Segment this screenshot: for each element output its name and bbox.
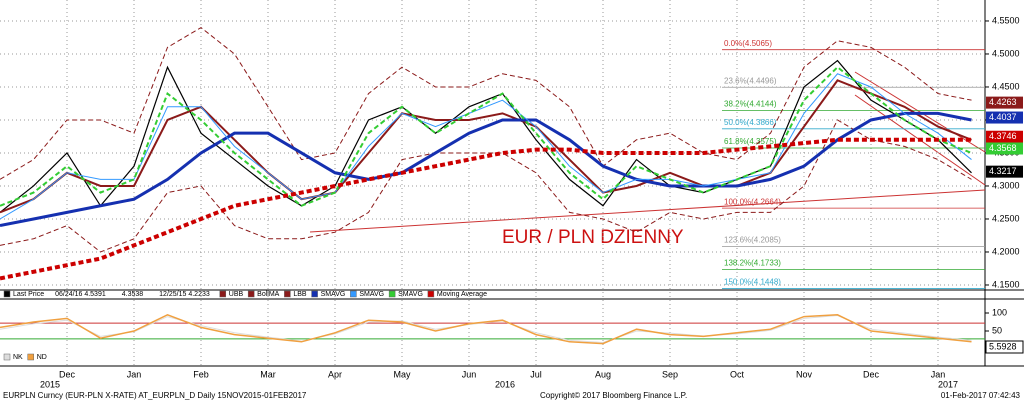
value-tag-label: 5.5928	[989, 341, 1017, 351]
legend-swatch	[247, 290, 255, 298]
year-label: 2017	[938, 379, 958, 389]
legend-label: ND	[37, 354, 47, 361]
fib-label: 23.6%(4.4496)	[724, 76, 777, 85]
series-line	[0, 313, 972, 345]
legend-label: SMAVG	[321, 291, 346, 298]
legend-swatch	[3, 353, 11, 361]
legend-label: BollMA	[257, 291, 280, 298]
x-tick-label: Apr	[328, 369, 342, 379]
value-tag	[985, 340, 1024, 354]
price-tag	[986, 96, 1023, 109]
price-tag-label: 4.3568	[989, 143, 1017, 153]
x-tick-label: Nov	[796, 369, 813, 379]
price-tag	[986, 142, 1023, 155]
footer-right: 01-Feb-2017 07:42:43	[941, 391, 1021, 400]
x-tick-label: Feb	[193, 369, 209, 379]
x-tick-label: Dec	[59, 369, 76, 379]
y-tick-label: 4.5500	[992, 15, 1020, 25]
series-line	[0, 137, 972, 281]
footer-left: EURPLN Curncy (EUR-PLN X-RATE) AT_EURPLN…	[3, 391, 307, 400]
x-tick-label: Jul	[530, 369, 542, 379]
y-tick-label: 4.2000	[992, 246, 1020, 256]
trend-line	[309, 189, 986, 233]
fib-label: 138.2%(4.1733)	[724, 259, 781, 268]
legend-label: Last Price	[13, 291, 44, 298]
y-tick-label: 4.1500	[992, 279, 1020, 289]
legend-stat: 06/24/16 4.5391	[55, 291, 106, 298]
price-tag	[986, 165, 1023, 178]
legend-stat: 12/25/15 4.2233	[159, 291, 210, 298]
x-tick-label: Jan	[931, 369, 946, 379]
legend-swatch	[350, 290, 357, 298]
price-tag-label: 4.3217	[989, 166, 1017, 176]
legend-swatch	[388, 290, 396, 298]
x-tick-label: Mar	[260, 369, 276, 379]
legend-swatch	[284, 290, 291, 298]
year-label: 2015	[40, 379, 60, 389]
y-tick-label: 4.5000	[992, 48, 1020, 58]
series-line	[0, 26, 972, 180]
legend-swatch	[427, 290, 435, 298]
y-tick-label: 4.4500	[992, 81, 1020, 91]
y-tick-label: 50	[992, 325, 1002, 335]
fib-label: 100.0%(4.2664)	[724, 197, 781, 206]
x-tick-label: Jun	[462, 369, 477, 379]
legend-label: Moving Average	[437, 291, 487, 298]
price-tag-label: 4.4037	[989, 112, 1017, 122]
legend-swatch	[27, 353, 34, 361]
series-line	[0, 73, 972, 220]
x-tick-label: Oct	[730, 369, 745, 379]
legend-swatch	[219, 290, 227, 298]
legend-stat: 4.3538	[122, 291, 144, 298]
x-tick-label: May	[393, 369, 411, 379]
x-tick-label: Aug	[595, 369, 611, 379]
legend-label: LBB	[293, 291, 307, 298]
series-line	[0, 111, 972, 228]
x-tick-label: Dec	[863, 369, 880, 379]
fib-label: 150.0%(4.1448)	[724, 278, 781, 287]
legend-label: NK	[13, 354, 23, 361]
price-tag	[986, 130, 1023, 143]
y-tick-label: 4.3000	[992, 180, 1020, 190]
annotation: EUR / PLN DZIENNY	[502, 227, 684, 248]
footer-center: Copyright© 2017 Bloomberg Finance L.P.	[540, 391, 687, 400]
legend-label: SMAVG	[359, 291, 384, 298]
fib-label: 0.0%(4.5065)	[724, 39, 772, 48]
legend-swatch	[3, 290, 11, 298]
fib-label: 38.2%(4.4144)	[724, 100, 777, 109]
series-line	[0, 59, 972, 213]
price-tag-label: 4.4263	[989, 97, 1017, 107]
legend-label: UBB	[229, 291, 244, 298]
year-label: 2016	[495, 379, 515, 389]
series-line	[0, 119, 972, 253]
fib-label: 123.6%(4.2085)	[724, 235, 781, 244]
fib-label: 50.0%(4.3866)	[724, 118, 777, 127]
series-line	[0, 65, 972, 207]
series-line	[0, 79, 972, 214]
y-tick-label: 4.2500	[992, 213, 1020, 223]
price-tag	[986, 111, 1023, 124]
y-tick-label: 100	[992, 307, 1007, 317]
x-tick-label: Sep	[662, 369, 678, 379]
fib-label: 61.8%(4.3575)	[724, 137, 777, 146]
price-tag-label: 4.3746	[989, 131, 1017, 141]
legend-label: SMAVG	[398, 291, 423, 298]
x-tick-label: Jan	[127, 369, 142, 379]
legend-swatch	[311, 290, 318, 298]
